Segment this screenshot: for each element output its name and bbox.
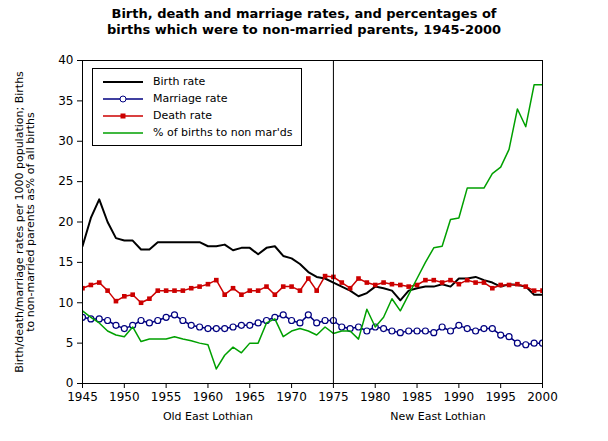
html-text:Birth rate: Birth rate bbox=[153, 75, 206, 88]
svg-text:5: 5 bbox=[66, 336, 74, 350]
svg-text:30: 30 bbox=[58, 134, 73, 148]
svg-text:1965: 1965 bbox=[234, 390, 265, 404]
html-text:% of births to non mar'ds: % of births to non mar'ds bbox=[153, 126, 293, 139]
svg-text:1970: 1970 bbox=[276, 390, 307, 404]
svg-text:25: 25 bbox=[58, 174, 73, 188]
html-text:Marriage rate: Marriage rate bbox=[153, 92, 228, 105]
svg-text:20: 20 bbox=[58, 215, 73, 229]
svg-text:1950: 1950 bbox=[109, 390, 140, 404]
svg-text:1990: 1990 bbox=[444, 390, 475, 404]
html-text:Birth, death and marriage rate: Birth, death and marriage rates, and per… bbox=[106, 6, 502, 37]
svg-text:0: 0 bbox=[66, 376, 74, 390]
svg-text:New East Lothian: New East Lothian bbox=[390, 410, 485, 423]
svg-text:10: 10 bbox=[58, 296, 73, 310]
svg-text:15: 15 bbox=[58, 255, 73, 269]
svg-text:1975: 1975 bbox=[318, 390, 349, 404]
svg-text:1945: 1945 bbox=[67, 390, 98, 404]
svg-text:Birth/death/marriage rates per: Birth/death/marriage rates per 1000 popu… bbox=[13, 71, 37, 373]
svg-text:1955: 1955 bbox=[151, 390, 182, 404]
svg-text:1995: 1995 bbox=[485, 390, 516, 404]
svg-text:1960: 1960 bbox=[193, 390, 224, 404]
svg-text:35: 35 bbox=[58, 94, 73, 108]
svg-text:1985: 1985 bbox=[402, 390, 433, 404]
svg-text:1980: 1980 bbox=[360, 390, 391, 404]
svg-text:Old East Lothian: Old East Lothian bbox=[163, 410, 253, 423]
svg-text:40: 40 bbox=[58, 53, 73, 67]
svg-text:2000: 2000 bbox=[527, 390, 558, 404]
html-text:Death rate: Death rate bbox=[153, 109, 213, 122]
